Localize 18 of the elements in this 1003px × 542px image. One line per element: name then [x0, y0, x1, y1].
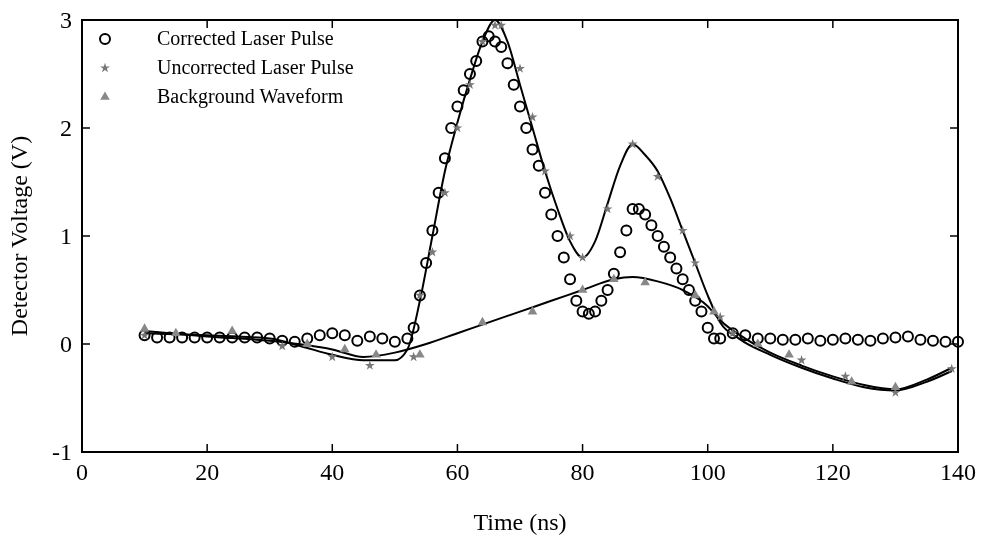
y-tick-label: 3 — [60, 7, 72, 34]
x-tick-label: 20 — [195, 459, 220, 485]
legend-label: Background Waveform — [157, 85, 344, 108]
y-tick-label: -1 — [52, 439, 72, 466]
y-tick-label: 1 — [60, 223, 72, 250]
y-tick-label: 2 — [60, 115, 72, 142]
x-tick-label: 0 — [76, 459, 88, 485]
y-axis-title: Detector Voltage (V) — [6, 135, 32, 337]
y-tick-label: 0 — [60, 331, 72, 358]
x-tick-label: 120 — [814, 459, 851, 485]
legend-label: Corrected Laser Pulse — [157, 27, 334, 49]
legend-label: Uncorrected Laser Pulse — [157, 56, 354, 78]
x-tick-label: 140 — [940, 459, 976, 485]
x-tick-label: 60 — [445, 459, 470, 485]
x-tick-label: 100 — [689, 459, 726, 485]
x-tick-label: 80 — [570, 459, 595, 485]
x-axis-title: Time (ns) — [473, 509, 567, 535]
x-tick-label: 40 — [320, 459, 345, 485]
